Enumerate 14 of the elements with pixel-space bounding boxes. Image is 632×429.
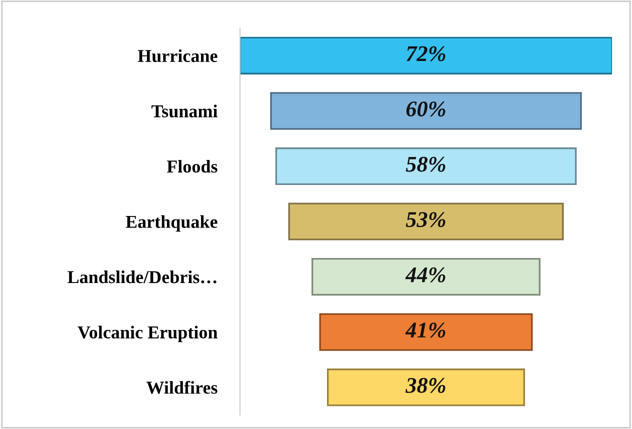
data-label: 44% [405,267,446,282]
category-label: Hurricane [138,49,218,62]
category-label: Floods [166,160,218,173]
category-label: Wildfires [146,380,218,394]
category-label: Earthquake [126,215,218,232]
data-label: 53% [406,212,446,228]
data-label: 41% [405,322,446,338]
data-label: 72% [406,46,446,62]
category-label: Landslide/Debris… [68,270,216,284]
category-label: Volcanic Eruption [78,326,218,342]
data-label: 58% [406,156,446,172]
data-label: 60% [406,101,446,117]
category-label: Tsunami [151,104,218,118]
data-label: 38% [405,378,446,393]
